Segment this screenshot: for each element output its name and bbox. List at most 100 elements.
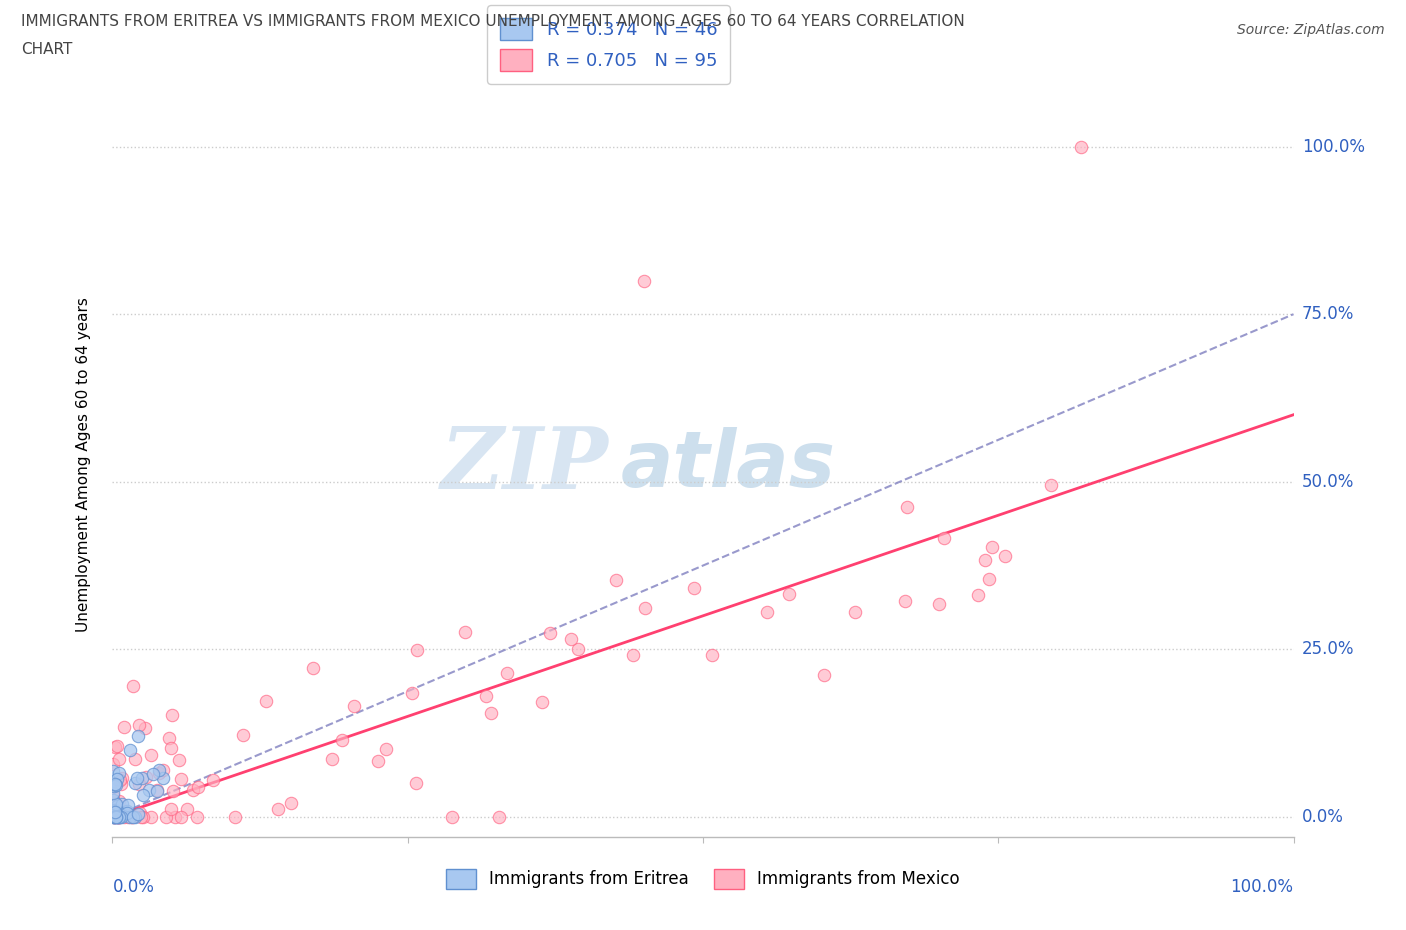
- Point: [110, 805, 132, 820]
- Point: [187, 779, 209, 794]
- Text: 100.0%: 100.0%: [1230, 878, 1294, 896]
- Point: [167, 752, 190, 767]
- Point: [105, 777, 128, 792]
- Point: [105, 738, 128, 753]
- Point: [488, 809, 510, 824]
- Point: [141, 748, 163, 763]
- Point: [160, 740, 183, 755]
- Point: [115, 805, 138, 820]
- Point: [145, 784, 167, 799]
- Point: [103, 778, 125, 793]
- Point: [974, 552, 997, 567]
- Point: [103, 809, 125, 824]
- Point: [112, 809, 135, 824]
- Point: [934, 531, 956, 546]
- Point: [103, 803, 125, 817]
- Point: [343, 698, 366, 713]
- Point: [108, 809, 131, 824]
- Point: [280, 795, 302, 810]
- Point: [107, 809, 129, 824]
- Point: [128, 717, 150, 732]
- Text: ZIP: ZIP: [440, 423, 609, 507]
- Point: [844, 604, 866, 619]
- Point: [127, 806, 149, 821]
- Point: [367, 753, 389, 768]
- Text: 100.0%: 100.0%: [1302, 138, 1365, 155]
- Point: [121, 809, 143, 824]
- Point: [176, 802, 198, 817]
- Point: [146, 783, 169, 798]
- Point: [110, 809, 132, 824]
- Point: [134, 721, 156, 736]
- Point: [160, 708, 183, 723]
- Point: [131, 771, 153, 786]
- Point: [122, 679, 145, 694]
- Point: [101, 757, 124, 772]
- Point: [157, 731, 180, 746]
- Point: [103, 809, 125, 824]
- Text: 0.0%: 0.0%: [1302, 808, 1344, 826]
- Point: [474, 688, 496, 703]
- Point: [1039, 477, 1062, 492]
- Point: [111, 796, 134, 811]
- Point: [105, 771, 128, 786]
- Point: [132, 809, 155, 824]
- Point: [139, 809, 162, 824]
- Point: [152, 763, 174, 777]
- Point: [700, 647, 723, 662]
- Point: [111, 770, 134, 785]
- Point: [605, 572, 627, 587]
- Point: [108, 765, 131, 780]
- Point: [530, 695, 553, 710]
- Point: [132, 788, 155, 803]
- Point: [634, 600, 657, 615]
- Point: [129, 805, 152, 820]
- Point: [321, 751, 343, 766]
- Point: [107, 809, 129, 824]
- Point: [108, 809, 131, 824]
- Point: [115, 804, 138, 818]
- Point: [683, 580, 706, 595]
- Point: [162, 783, 184, 798]
- Point: [181, 782, 204, 797]
- Point: [105, 809, 128, 824]
- Point: [104, 805, 127, 820]
- Point: [148, 765, 170, 780]
- Point: [138, 782, 160, 797]
- Point: [155, 809, 177, 824]
- Point: [110, 773, 132, 788]
- Point: [148, 763, 170, 777]
- Point: [103, 794, 125, 809]
- Point: [928, 596, 950, 611]
- Point: [813, 668, 835, 683]
- Point: [560, 632, 582, 647]
- Point: [374, 742, 396, 757]
- Point: [967, 588, 990, 603]
- Point: [105, 796, 128, 811]
- Point: [129, 809, 152, 824]
- Point: [994, 549, 1017, 564]
- Point: [267, 802, 290, 817]
- Point: [567, 642, 589, 657]
- Point: [538, 626, 561, 641]
- Point: [756, 604, 779, 619]
- Point: [104, 777, 127, 791]
- Point: [232, 728, 254, 743]
- Point: [120, 742, 142, 757]
- Point: [621, 647, 644, 662]
- Point: [121, 809, 143, 824]
- Point: [633, 273, 655, 288]
- Point: [330, 733, 353, 748]
- Point: [977, 571, 1000, 586]
- Point: [105, 809, 128, 824]
- Point: [124, 751, 146, 766]
- Point: [101, 785, 124, 800]
- Point: [406, 643, 429, 658]
- Point: [117, 809, 139, 824]
- Point: [495, 666, 517, 681]
- Point: [108, 793, 131, 808]
- Text: Source: ZipAtlas.com: Source: ZipAtlas.com: [1237, 23, 1385, 37]
- Point: [152, 771, 174, 786]
- Point: [103, 809, 125, 824]
- Point: [778, 587, 800, 602]
